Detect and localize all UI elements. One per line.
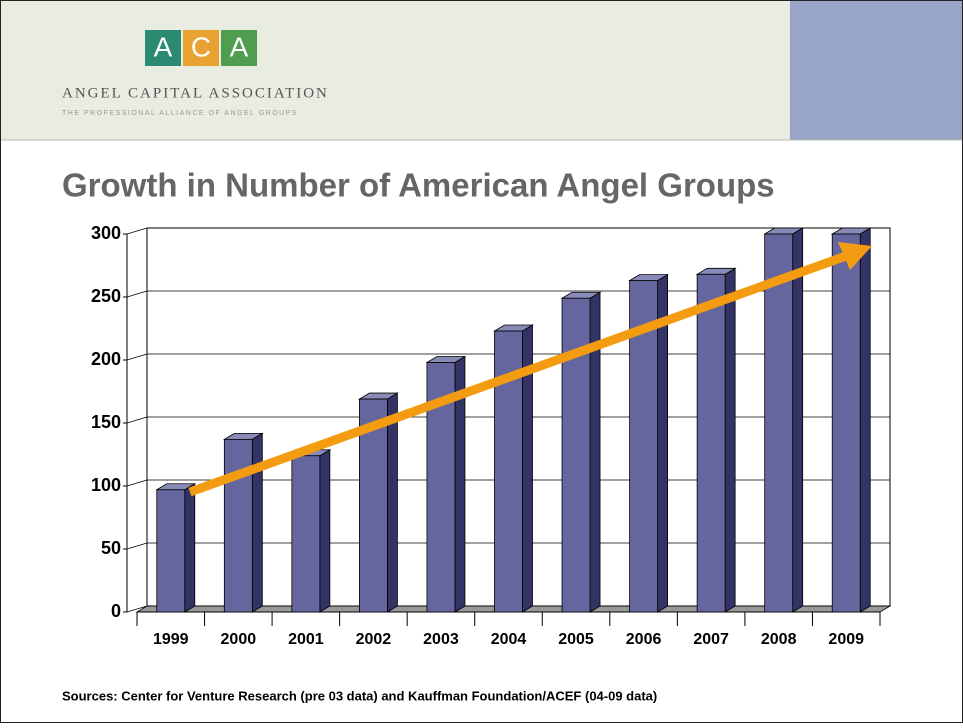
logo-letter: A: [230, 31, 249, 62]
grid-connector: [126, 416, 148, 424]
grid-connector: [126, 353, 148, 361]
logo-letter: A: [154, 31, 173, 62]
grid-connector: [126, 605, 148, 613]
x-tick-label: 2002: [356, 631, 392, 648]
bar-side: [319, 449, 331, 613]
bar: [628, 273, 670, 613]
bar-front: [291, 455, 321, 613]
bar-side: [184, 483, 196, 613]
x-tick-label: 2006: [626, 631, 662, 648]
x-tick-label: 1999: [153, 631, 189, 648]
source-note: Sources: Center for Venture Research (pr…: [62, 688, 657, 703]
y-tick-label: 300: [91, 223, 121, 243]
grid-connector: [126, 227, 148, 235]
bar-front: [696, 273, 726, 613]
chart-title: Growth in Number of American Angel Group…: [62, 167, 775, 204]
bar: [155, 483, 197, 613]
y-tick-label: 250: [91, 286, 121, 306]
bar: [695, 267, 737, 613]
plot: 0 50 100 150 200 250 300 1999 2000 2001 2002 2003 20…: [91, 223, 892, 648]
bar: [560, 291, 602, 613]
bar: [222, 432, 264, 613]
bar-side: [724, 267, 736, 613]
bar-side: [387, 392, 398, 613]
logo-letter: C: [191, 31, 211, 62]
y-tick-label: 50: [101, 538, 121, 558]
x-tick-label: 2000: [221, 631, 257, 648]
logo-box: [145, 30, 181, 66]
grid-connector: [126, 479, 148, 487]
x-tick-label: 2008: [761, 631, 797, 648]
x-tick-label: 2007: [693, 631, 729, 648]
y-tick-label: 100: [91, 475, 121, 495]
grid-connector: [126, 542, 148, 550]
bar: [357, 392, 399, 613]
x-tick-label: 2005: [558, 631, 594, 648]
bar: [290, 449, 332, 613]
x-tick-label: 2009: [828, 631, 864, 648]
bar-side: [859, 227, 871, 613]
bar-front: [156, 489, 186, 613]
trend-arrow: [188, 251, 848, 497]
tagline: THE PROFESSIONAL ALLIANCE OF ANGEL GROUP…: [62, 110, 298, 117]
bar-front: [764, 233, 794, 613]
grid-connector: [126, 290, 148, 298]
x-tick-label: 2003: [423, 631, 459, 648]
organization: ANGEL CAPITAL ASSOCIATION: [62, 85, 329, 101]
bar-front: [359, 398, 388, 613]
bar-front: [629, 280, 658, 613]
x-tick-label: 2004: [491, 631, 527, 648]
logo-box: [183, 30, 219, 66]
bar-front: [831, 233, 861, 613]
bar-front: [223, 438, 253, 613]
trend-arrow-head: [838, 242, 872, 270]
logo-box: [221, 30, 257, 66]
bar-side: [792, 227, 804, 613]
bar: [830, 227, 872, 613]
header-accent: [790, 0, 963, 140]
bar: [763, 227, 805, 613]
y-tick-label: 200: [91, 349, 121, 369]
y-tick-label: 150: [91, 412, 121, 432]
y-tick-label: 0: [111, 601, 121, 621]
bar-side: [589, 291, 601, 613]
bar-side: [251, 432, 263, 613]
x-tick-label: 2001: [288, 631, 324, 648]
